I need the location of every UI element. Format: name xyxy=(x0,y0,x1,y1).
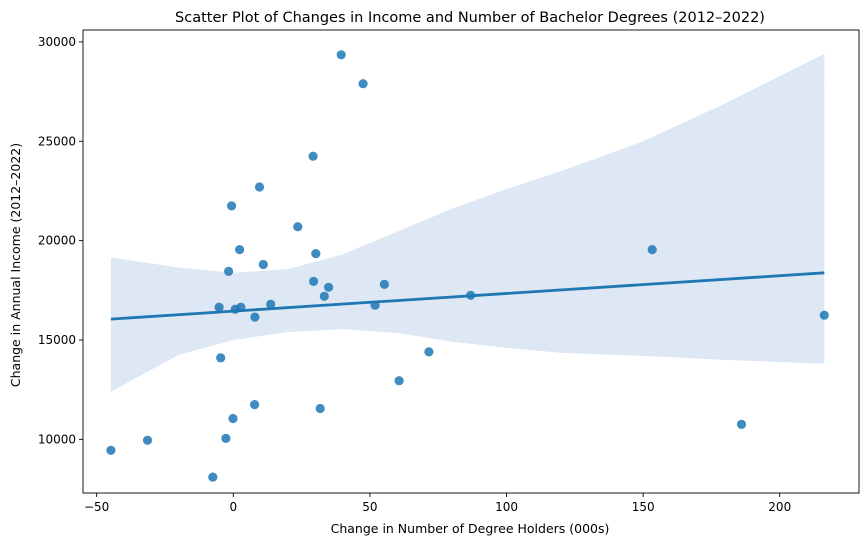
x-tick-label: 0 xyxy=(229,500,237,514)
data-point xyxy=(266,299,276,309)
data-point xyxy=(394,376,404,386)
data-point xyxy=(424,347,434,357)
data-point xyxy=(216,353,226,363)
x-axis-label: Change in Number of Degree Holders (000s… xyxy=(331,521,610,536)
x-tick-label: 50 xyxy=(362,500,377,514)
data-point xyxy=(379,279,389,289)
plot-frame xyxy=(82,29,860,494)
data-point xyxy=(315,403,325,414)
data-point xyxy=(250,400,260,410)
x-axis-ticks: −50 0 50 100 150 200 xyxy=(84,493,791,514)
data-point xyxy=(736,419,747,429)
data-point xyxy=(208,472,218,482)
data-point xyxy=(336,50,346,60)
x-tick-label: 200 xyxy=(768,500,791,514)
scatter-points xyxy=(106,50,829,482)
data-point xyxy=(293,222,303,232)
x-tick-label: 150 xyxy=(632,500,655,514)
data-point xyxy=(308,151,318,161)
data-point xyxy=(254,182,265,192)
data-point xyxy=(250,312,260,322)
chart-title: Scatter Plot of Changes in Income and Nu… xyxy=(175,10,765,26)
regression-line xyxy=(110,271,825,321)
x-tick-label: −50 xyxy=(84,500,109,514)
y-axis-label: Change in Annual Income (2012–2022) xyxy=(8,143,23,387)
data-point xyxy=(227,201,237,211)
data-point xyxy=(309,276,319,286)
data-point xyxy=(235,245,245,255)
data-point xyxy=(221,433,231,443)
data-point xyxy=(224,266,234,276)
data-point xyxy=(258,259,268,270)
data-point xyxy=(647,245,657,255)
y-tick-label: 25000 xyxy=(38,134,76,148)
y-tick-label: 30000 xyxy=(38,35,76,49)
data-point xyxy=(319,291,329,301)
data-point xyxy=(214,302,224,312)
data-point xyxy=(358,79,368,89)
y-tick-label: 10000 xyxy=(38,432,76,446)
confidence-band xyxy=(110,53,825,392)
data-point xyxy=(819,310,829,320)
data-point xyxy=(142,435,153,445)
x-tick-label: 100 xyxy=(495,500,518,514)
data-point xyxy=(311,249,321,259)
plot-area xyxy=(106,50,829,482)
y-tick-label: 15000 xyxy=(38,333,76,347)
y-tick-label: 20000 xyxy=(38,234,76,248)
data-point xyxy=(106,445,116,455)
y-axis-ticks: 10000 15000 20000 25000 30000 xyxy=(38,35,83,446)
data-point xyxy=(228,413,238,424)
data-point xyxy=(324,282,334,292)
